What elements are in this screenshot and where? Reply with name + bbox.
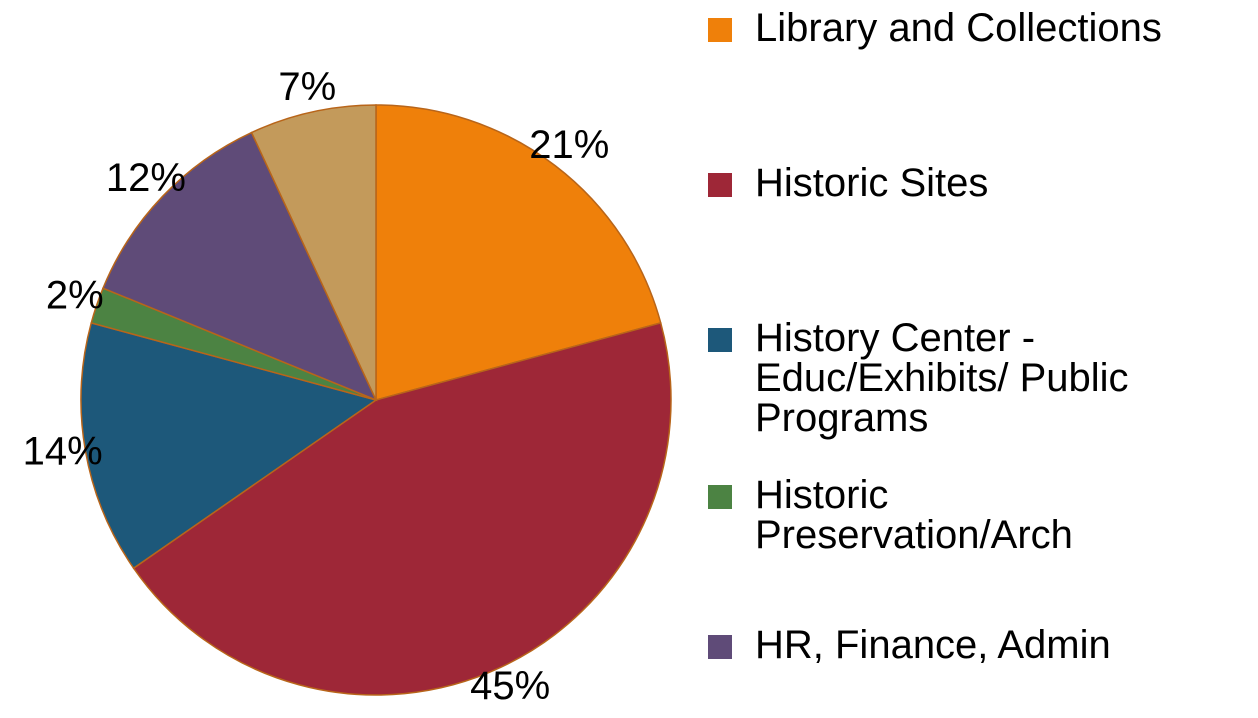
legend-label: Historic Preservation/Arch xyxy=(755,473,1073,557)
legend-item: HR, Finance, Admin xyxy=(708,625,1198,665)
legend-swatch xyxy=(708,328,732,352)
legend-item: History Center - Educ/Exhibits/ Public P… xyxy=(708,318,1198,438)
data-label: 21% xyxy=(529,123,609,167)
data-label: 45% xyxy=(470,664,550,708)
data-label: 14% xyxy=(23,430,103,474)
pie-slice xyxy=(102,131,378,402)
legend-item: Historic Sites xyxy=(708,163,1198,203)
pie-slice xyxy=(80,321,378,570)
legend-swatch xyxy=(708,173,732,197)
legend-swatch xyxy=(708,18,732,42)
legend-item: Library and Collections xyxy=(708,8,1198,48)
pie-slice xyxy=(375,104,662,401)
data-label: 2% xyxy=(46,274,104,318)
data-label: 12% xyxy=(106,156,186,200)
legend-label: Library and Collections xyxy=(755,6,1162,50)
legend-item: Historic Preservation/Arch xyxy=(708,475,1198,555)
data-label: 7% xyxy=(278,65,336,109)
pie-slice xyxy=(132,321,672,696)
legend-label: HR, Finance, Admin xyxy=(755,623,1111,667)
pie-slice xyxy=(250,104,377,401)
legend-label: History Center - Educ/Exhibits/ Public P… xyxy=(755,316,1129,440)
legend-label: Historic Sites xyxy=(755,161,989,205)
legend-swatch xyxy=(708,635,732,659)
legend-swatch xyxy=(708,485,732,509)
